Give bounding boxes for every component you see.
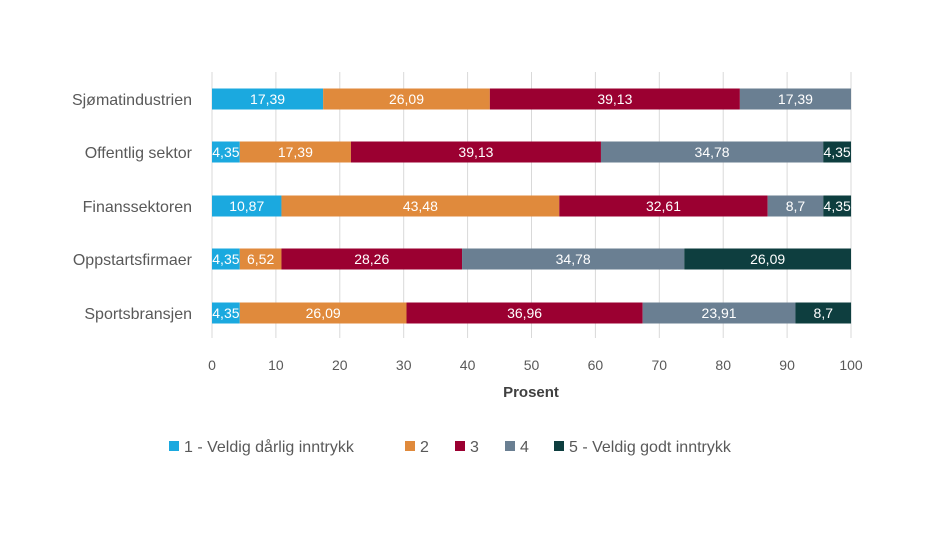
data-label: 4,35 [212,251,239,267]
category-label: Sportsbransjen [84,306,192,323]
category-label: Offentlig sektor [85,145,193,162]
x-tick-label: 30 [396,357,412,373]
bar-segment [823,141,851,163]
data-label: 8,7 [786,198,806,214]
bar-segment [559,195,768,217]
legend-label: 2 [420,439,429,456]
data-label: 23,91 [702,305,737,321]
legend-swatch [169,441,179,451]
legend: 1 - Veldig dårlig inntrykk 2 3 4 5 - Veldig … [169,438,732,456]
data-label: 6,52 [247,251,274,267]
data-label: 36,96 [507,305,542,321]
legend-label: 1 - Veldig dårlig inntrykk [184,438,355,456]
x-tick-label: 80 [715,357,731,373]
data-label: 34,78 [695,144,730,160]
bar-segment [281,248,463,270]
bar-segment [406,302,643,324]
category-label: Oppstartsfirmaer [73,252,193,269]
x-tick-label: 100 [839,357,863,373]
legend-swatch [405,441,415,451]
data-label: 4,35 [212,305,239,321]
data-label: 4,35 [212,144,239,160]
data-label: 28,26 [354,251,389,267]
legend-swatch [455,441,465,451]
bar-segment [462,248,685,270]
x-tick-label: 60 [588,357,604,373]
category-labels: Sjømatindustrien Offentlig sektor Finansse… [72,92,193,323]
category-label: Finanssektoren [83,199,192,216]
x-tick-label: 50 [524,357,540,373]
bar-segment [642,302,796,324]
data-label: 34,78 [556,251,591,267]
bar-segment [600,141,824,163]
legend-label: 3 [470,439,479,456]
data-label: 43,48 [403,198,438,214]
category-label: Sjømatindustrien [72,92,192,109]
data-label: 26,09 [750,251,785,267]
bar-segment [281,195,560,217]
legend-swatch [554,441,564,451]
bar-segment [739,88,851,110]
bar-segment [212,141,240,163]
x-tick-labels: 0 10 20 30 40 50 60 70 80 90 100 [208,357,863,373]
data-label: 4,35 [824,198,851,214]
x-axis-title: Prosent [503,384,559,401]
bar-segment [239,302,407,324]
bar-segment [767,195,824,217]
data-label: 4,35 [823,144,850,160]
data-label: 17,39 [278,144,313,160]
data-label: 8,7 [814,305,834,321]
bars: 17,39 26,09 39,13 17,39 4,35 17,39 39,13 34,78 4… [212,88,852,324]
data-label: 17,39 [250,91,285,107]
bar-segment [212,88,324,110]
legend-label: 4 [520,439,529,456]
bar-segment [212,248,240,270]
data-label: 17,39 [778,91,813,107]
bar-segment [212,195,282,217]
x-tick-label: 90 [779,357,795,373]
bar-segment [239,141,351,163]
data-label: 32,61 [646,198,681,214]
bar-segment [350,141,601,163]
legend-swatch [505,441,515,451]
bar-segment [795,302,852,324]
bar-segment [212,302,240,324]
x-tick-label: 40 [460,357,476,373]
data-label: 10,87 [229,198,264,214]
bar-segment [323,88,490,110]
bar-segment [239,248,282,270]
x-tick-label: 0 [208,357,216,373]
x-tick-label: 10 [268,357,284,373]
data-label: 26,09 [306,305,341,321]
data-label: 39,13 [597,91,632,107]
bar-segment [684,248,851,270]
data-label: 26,09 [389,91,424,107]
data-label: 39,13 [458,144,493,160]
bar-segment [823,195,852,217]
legend-label: 5 - Veldig godt inntrykk [569,439,732,456]
x-tick-label: 20 [332,357,348,373]
x-tick-label: 70 [652,357,668,373]
bar-segment [489,88,740,110]
